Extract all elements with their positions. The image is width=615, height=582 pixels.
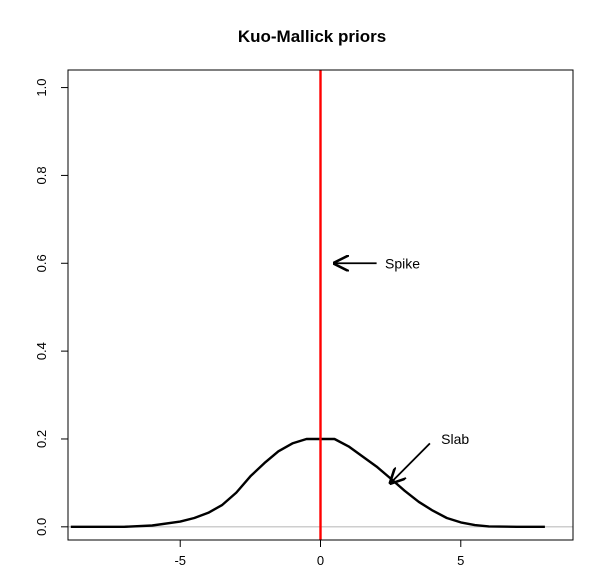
y-tick-label: 0.6	[34, 254, 49, 272]
y-tick-label: 0.0	[34, 518, 49, 536]
annotation-label: Spike	[385, 255, 420, 271]
y-tick-label: 0.8	[34, 166, 49, 184]
y-tick-label: 0.2	[34, 430, 49, 448]
annotation-arrow	[391, 442, 431, 483]
slab-density-line	[70, 437, 545, 528]
y-tick-label: 0.4	[34, 342, 49, 360]
annotation-label: Slab	[441, 431, 469, 447]
x-tick-label: 0	[317, 553, 324, 568]
plot-region: -5 0 5 0.0 0.2 0.4 0.6 0.8 1.0 Spike Slab	[34, 69, 574, 568]
x-tick-label: -5	[174, 553, 186, 568]
x-tick-label: 5	[457, 553, 464, 568]
y-tick-label: 1.0	[34, 79, 49, 97]
chart-title: Kuo-Mallick priors	[238, 27, 386, 46]
